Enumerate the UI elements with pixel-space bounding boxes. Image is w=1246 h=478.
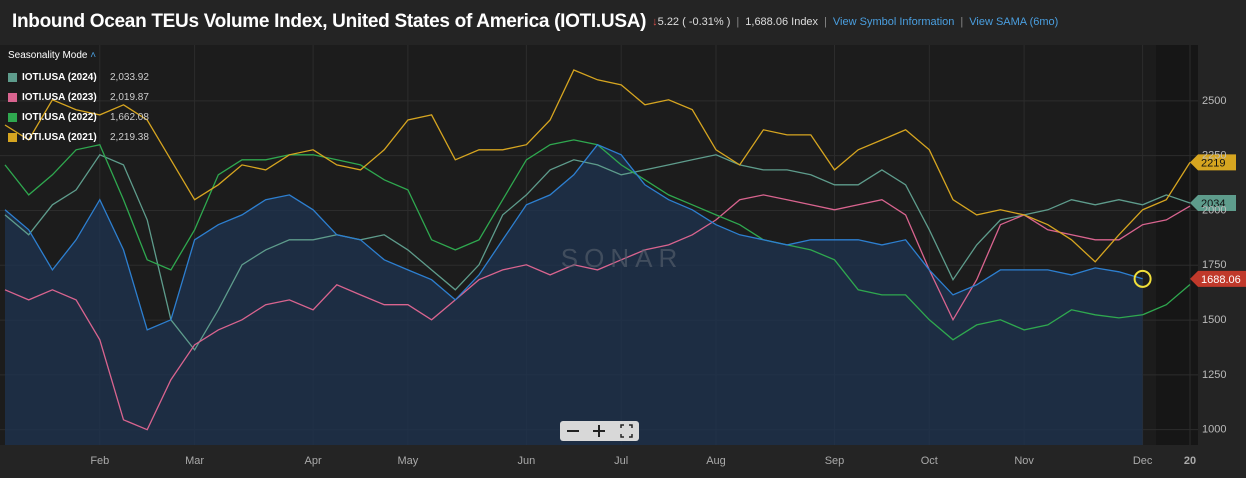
legend-title-text: Seasonality Mode — [8, 50, 88, 61]
header: Inbound Ocean TEUs Volume Index, United … — [12, 8, 1058, 36]
legend-swatch — [8, 112, 17, 122]
series-line — [4, 194, 1191, 431]
separator: | — [736, 16, 740, 28]
legend-value: 2,019.87 — [110, 91, 149, 103]
separator: | — [824, 16, 827, 28]
x-tick-label: Sep — [825, 455, 845, 467]
x-tick-label: Jul — [614, 455, 628, 467]
series-line — [4, 69, 1191, 263]
legend-swatch — [8, 72, 17, 82]
x-tick-label: Apr — [305, 455, 322, 467]
zoom-in[interactable] — [593, 425, 605, 437]
x-tick-label: Dec — [1133, 455, 1153, 467]
zoom-controls — [560, 421, 639, 441]
legend-value: 1,662.08 — [110, 111, 149, 123]
x-tick-label: Nov — [1014, 455, 1034, 467]
x-tick-label: Jun — [518, 455, 536, 467]
legend-name: IOTI.USA (2022) — [22, 111, 97, 123]
y-tick-label: 2500 — [1202, 95, 1226, 107]
y-tick-label: 1500 — [1202, 314, 1226, 326]
legend-value: 2,219.38 — [110, 131, 149, 143]
last-value: 1,688.06 Index — [745, 16, 819, 28]
x-tick-label: May — [398, 455, 419, 467]
legend-item[interactable]: IOTI.USA (2024) 2,033.92 — [8, 67, 149, 87]
x-tick-label: Aug — [706, 455, 726, 467]
legend-value: 2,033.92 — [110, 71, 149, 83]
series-line — [4, 153, 1191, 352]
series-line — [4, 143, 1143, 331]
separator: | — [960, 16, 964, 28]
legend-item[interactable]: IOTI.USA (2022) 1,662.08 — [8, 107, 149, 127]
future-band — [1156, 45, 1198, 445]
title: Inbound Ocean TEUs Volume Index, United … — [12, 11, 647, 32]
symbol-info-link[interactable]: View Symbol Information — [832, 16, 955, 28]
legend-title: Seasonality Mode ˄ — [8, 50, 97, 61]
legend-name: IOTI.USA (2021) — [22, 131, 97, 143]
value-tag-label: 2034 — [1201, 198, 1225, 210]
y-tick-label: 1250 — [1202, 369, 1226, 381]
value-tag — [1190, 195, 1236, 212]
change: 5.22 ( -0.31% ) — [652, 16, 731, 28]
value-tag-label: 1688.06 — [1201, 274, 1241, 286]
legend: Seasonality Mode ˄ IOTI.USA (2024) 2,033.… — [8, 50, 149, 147]
legend-swatch — [8, 92, 17, 102]
y-tick-label: 1000 — [1202, 424, 1226, 436]
legend-item[interactable]: IOTI.USA (2021) 2,219.38 — [8, 127, 149, 147]
legend-name: IOTI.USA (2023) — [22, 91, 97, 103]
x-tick-label: Mar — [185, 455, 204, 467]
current-marker — [1133, 269, 1152, 288]
x-tick-label: Oct — [921, 455, 938, 467]
value-tag — [1190, 270, 1246, 287]
legend-item[interactable]: IOTI.USA (2023) 2,019.87 — [8, 87, 149, 107]
value-tag-label: 2219 — [1201, 157, 1225, 169]
x-tick-label: 20 — [1184, 455, 1196, 467]
area — [5, 144, 1143, 445]
y-tick-label: 2250 — [1202, 150, 1226, 162]
value-tag — [1190, 154, 1236, 171]
watermark: SONAR — [561, 243, 683, 273]
legend-swatch — [8, 132, 17, 142]
legend-name: IOTI.USA (2024) — [22, 71, 97, 83]
sama-link[interactable]: View SAMA (6mo) — [969, 16, 1059, 28]
y-tick-label: 1750 — [1202, 259, 1226, 271]
fullscreen[interactable] — [620, 424, 633, 438]
y-tick-label: 2000 — [1202, 204, 1226, 216]
x-tick-label: Feb — [90, 455, 109, 467]
